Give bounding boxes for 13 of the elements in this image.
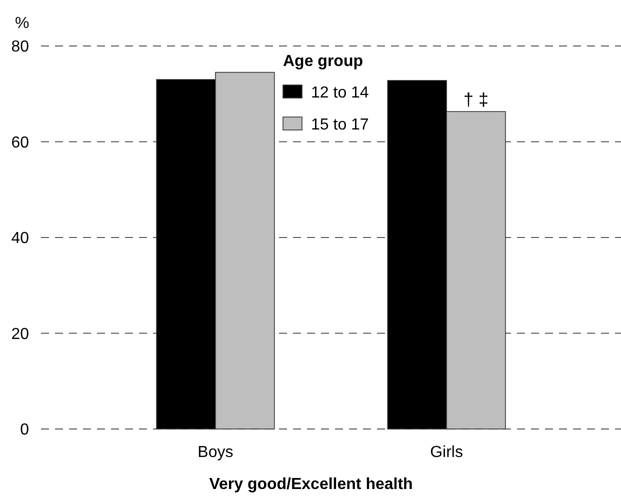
y-tick-label: 60 — [11, 134, 30, 152]
legend-label: 15 to 17 — [311, 116, 369, 134]
y-tick-label: 20 — [11, 326, 30, 343]
y-tick-label: 0 — [20, 422, 30, 439]
y-tick-label: 80 — [11, 38, 30, 56]
x-tick-label: Girls — [430, 444, 463, 461]
legend-label: 12 to 14 — [311, 84, 369, 102]
legend-title: Age group — [283, 53, 364, 70]
y-axis-title: % — [15, 15, 30, 32]
annotation: † ‡ — [463, 90, 489, 110]
x-tick-label: Boys — [198, 444, 234, 461]
x-axis-title: Very good/Excellent health — [209, 476, 413, 493]
y-tick-label: 40 — [11, 230, 30, 248]
